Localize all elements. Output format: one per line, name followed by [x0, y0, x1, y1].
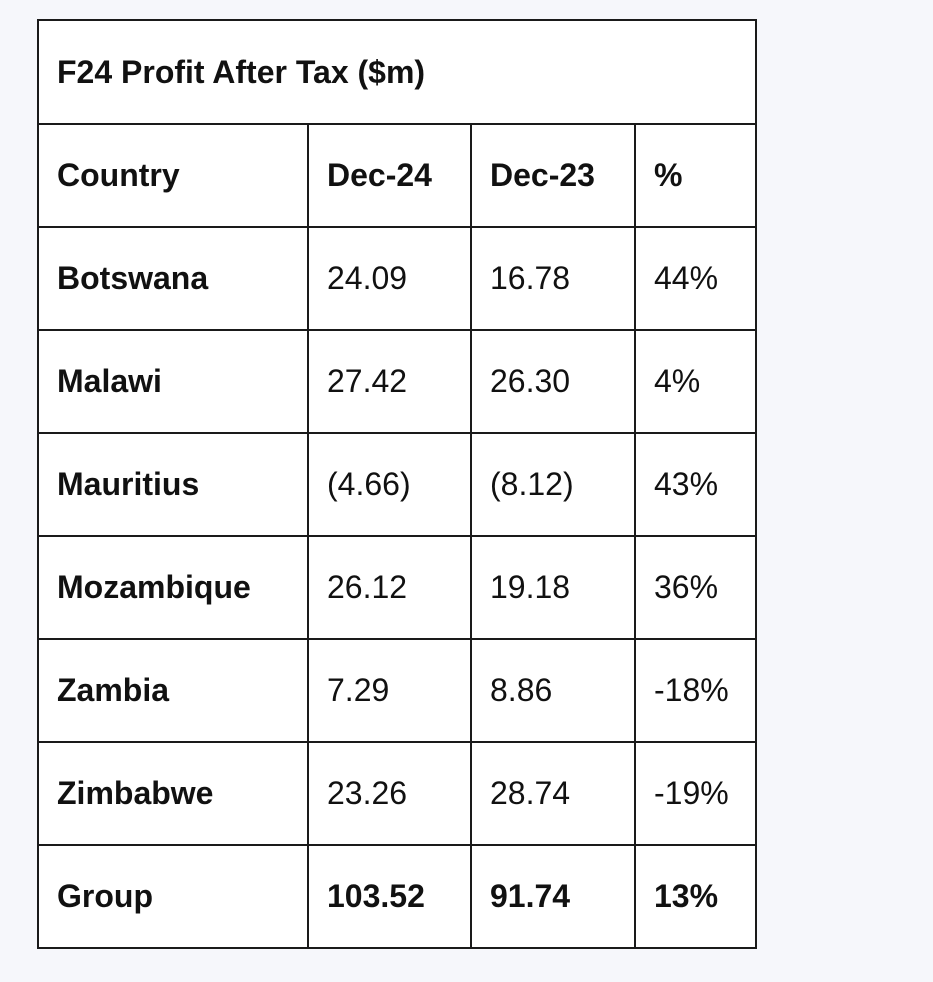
cell-country: Mauritius	[37, 432, 309, 537]
header-country: Country	[37, 123, 309, 228]
table-row: Mauritius (4.66) (8.12) 43%	[37, 432, 757, 537]
cell-dec-23: 19.18	[470, 535, 636, 640]
cell-dec-23: 26.30	[470, 329, 636, 434]
cell-dec-23: (8.12)	[470, 432, 636, 537]
cell-percent: 44%	[634, 226, 757, 331]
table-row: Malawi 27.42 26.30 4%	[37, 329, 757, 434]
profit-table-container: F24 Profit After Tax ($m) Country Dec-24…	[37, 19, 757, 949]
cell-dec-24: 7.29	[307, 638, 472, 743]
cell-percent: -18%	[634, 638, 757, 743]
table-header-row: Country Dec-24 Dec-23 %	[37, 123, 757, 228]
total-dec-24: 103.52	[307, 844, 472, 949]
total-dec-23: 91.74	[470, 844, 636, 949]
cell-percent: -19%	[634, 741, 757, 846]
profit-table: F24 Profit After Tax ($m) Country Dec-24…	[37, 19, 757, 949]
cell-percent: 43%	[634, 432, 757, 537]
cell-country: Zambia	[37, 638, 309, 743]
header-dec-23: Dec-23	[470, 123, 636, 228]
table-total-row: Group 103.52 91.74 13%	[37, 844, 757, 949]
cell-country: Zimbabwe	[37, 741, 309, 846]
cell-percent: 36%	[634, 535, 757, 640]
cell-dec-24: 26.12	[307, 535, 472, 640]
total-country: Group	[37, 844, 309, 949]
cell-dec-24: 23.26	[307, 741, 472, 846]
table-row: Zambia 7.29 8.86 -18%	[37, 638, 757, 743]
cell-dec-23: 28.74	[470, 741, 636, 846]
header-dec-24: Dec-24	[307, 123, 472, 228]
cell-country: Malawi	[37, 329, 309, 434]
cell-dec-23: 8.86	[470, 638, 636, 743]
cell-dec-24: (4.66)	[307, 432, 472, 537]
table-title-row: F24 Profit After Tax ($m)	[37, 19, 757, 125]
header-percent: %	[634, 123, 757, 228]
table-row: Botswana 24.09 16.78 44%	[37, 226, 757, 331]
total-percent: 13%	[634, 844, 757, 949]
cell-country: Botswana	[37, 226, 309, 331]
cell-dec-24: 24.09	[307, 226, 472, 331]
cell-dec-24: 27.42	[307, 329, 472, 434]
table-row: Mozambique 26.12 19.18 36%	[37, 535, 757, 640]
cell-country: Mozambique	[37, 535, 309, 640]
table-title: F24 Profit After Tax ($m)	[37, 19, 757, 125]
cell-dec-23: 16.78	[470, 226, 636, 331]
table-row: Zimbabwe 23.26 28.74 -19%	[37, 741, 757, 846]
cell-percent: 4%	[634, 329, 757, 434]
